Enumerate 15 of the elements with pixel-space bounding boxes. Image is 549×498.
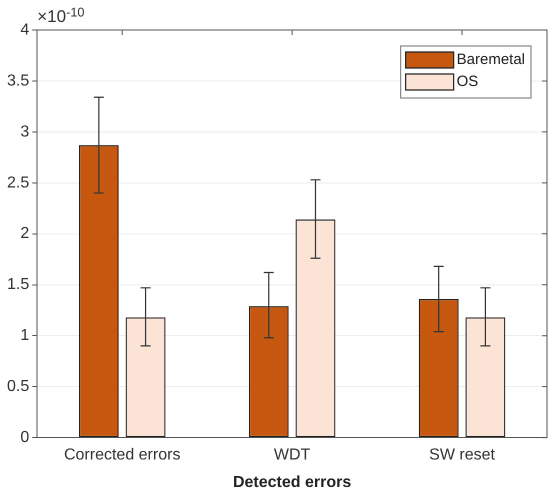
y-tick-label: 0.5 [6,378,30,396]
x-tick-label: WDT [274,446,311,464]
y-tick-label: 3.5 [6,72,30,90]
x-tick-label: Corrected errors [64,446,180,464]
y-tick-label: 3 [20,123,30,140]
y-tick-label: 4 [20,21,30,38]
legend-label: Baremetal [456,51,526,68]
y-tick-label: 1 [20,327,30,344]
x-tick-label: SW reset [429,446,496,464]
y-tick-label: 2 [20,225,30,242]
y-tick-label: 1.5 [6,276,30,294]
y-tick-label: 0 [20,429,30,446]
x-axis-title: Detected errors [232,474,352,491]
legend-label: OS [456,73,478,90]
y-tick-label: 2.5 [6,174,30,192]
